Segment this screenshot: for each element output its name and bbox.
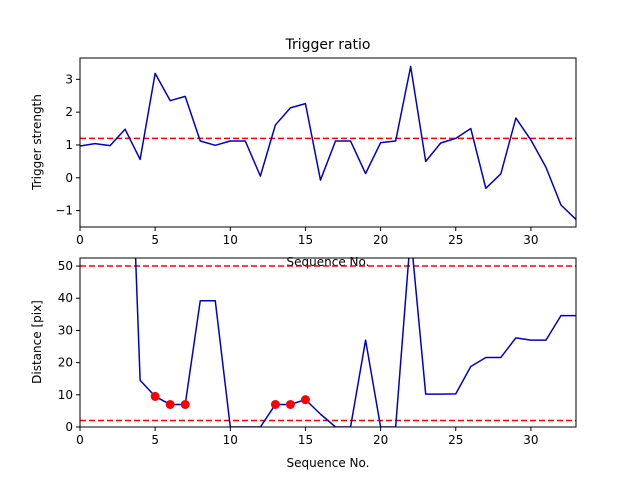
bottom-series-line-0	[134, 258, 576, 427]
top-series-line-0	[80, 65, 576, 220]
bottom-plot-xlabel: Sequence No.	[287, 456, 370, 470]
bottom-x-tick-label: 30	[523, 433, 538, 447]
top-x-tick-label: 15	[298, 233, 313, 247]
top-y-tick-label: 3	[65, 72, 73, 86]
bottom-marker-point	[150, 391, 160, 401]
top-plot: Trigger ratio Sequence No. Trigger stren…	[30, 37, 577, 269]
bottom-x-tick-label: 0	[76, 433, 84, 447]
top-plot-frame	[79, 57, 577, 228]
top-y-tick-label: −1	[55, 204, 73, 218]
bottom-marker-point	[180, 399, 190, 409]
bottom-plot: Sequence No. Distance [pix] 0 5 10 15 20 25 30…	[30, 257, 577, 470]
top-x-tick-label: 20	[373, 233, 388, 247]
top-plot-title: Trigger ratio	[284, 37, 370, 53]
top-x-tick-label: 30	[523, 233, 538, 247]
bottom-y-tick-label: 50	[58, 259, 73, 273]
bottom-marker-point	[165, 399, 175, 409]
bottom-x-tick-label: 10	[223, 433, 238, 447]
top-y-tick-label: 0	[65, 171, 73, 185]
bottom-x-tick-label: 15	[298, 433, 313, 447]
bottom-marker-point	[285, 399, 295, 409]
top-x-tick-label: 0	[76, 233, 84, 247]
bottom-marker-point	[300, 395, 310, 405]
top-y-tick-label: 1	[65, 138, 73, 152]
bottom-x-tick-label: 20	[373, 433, 388, 447]
top-x-tick-label: 25	[448, 233, 463, 247]
top-x-tick-label: 10	[223, 233, 238, 247]
top-plot-xlabel: Sequence No.	[287, 255, 370, 269]
bottom-y-tick-label: 10	[58, 388, 73, 402]
bottom-y-tick-label: 30	[58, 323, 73, 337]
bottom-x-tick-label: 5	[151, 433, 159, 447]
bottom-y-tick-label: 0	[65, 420, 73, 434]
bottom-marker-point	[270, 399, 280, 409]
bottom-plot-frame	[79, 257, 577, 428]
bottom-plot-ylabel: Distance [pix]	[30, 300, 44, 384]
top-x-tick-label: 5	[151, 233, 159, 247]
top-y-tick-label: 2	[65, 105, 73, 119]
bottom-x-tick-label: 25	[448, 433, 463, 447]
bottom-y-tick-label: 20	[58, 356, 73, 370]
bottom-y-tick-label: 40	[58, 291, 73, 305]
top-plot-ylabel: Trigger strength	[30, 94, 44, 191]
